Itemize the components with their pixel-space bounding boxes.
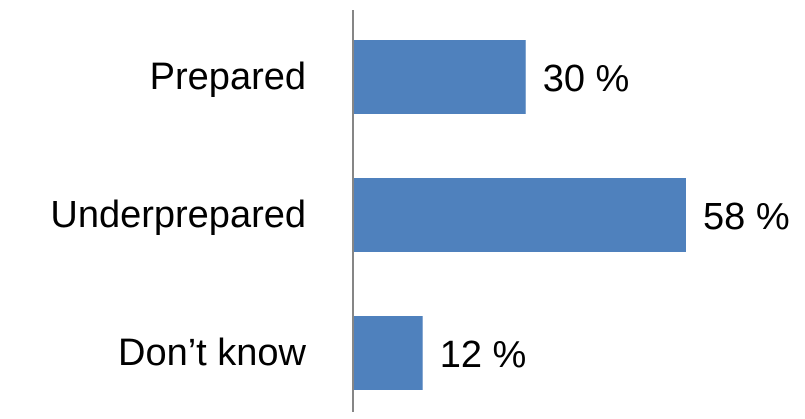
data-label-1: 58 % xyxy=(703,196,790,238)
bar-0 xyxy=(354,40,526,114)
category-label-0: Prepared xyxy=(150,56,306,98)
bar-2 xyxy=(354,316,423,390)
category-label-2: Don’t know xyxy=(118,332,307,374)
bar-1 xyxy=(354,178,686,252)
data-label-0: 30 % xyxy=(543,58,630,100)
data-label-2: 12 % xyxy=(440,334,527,376)
category-label-1: Underprepared xyxy=(50,194,306,236)
bar-marks: Prepared 30 % Underprepared 58 % Don’t know 1… xyxy=(50,40,790,390)
